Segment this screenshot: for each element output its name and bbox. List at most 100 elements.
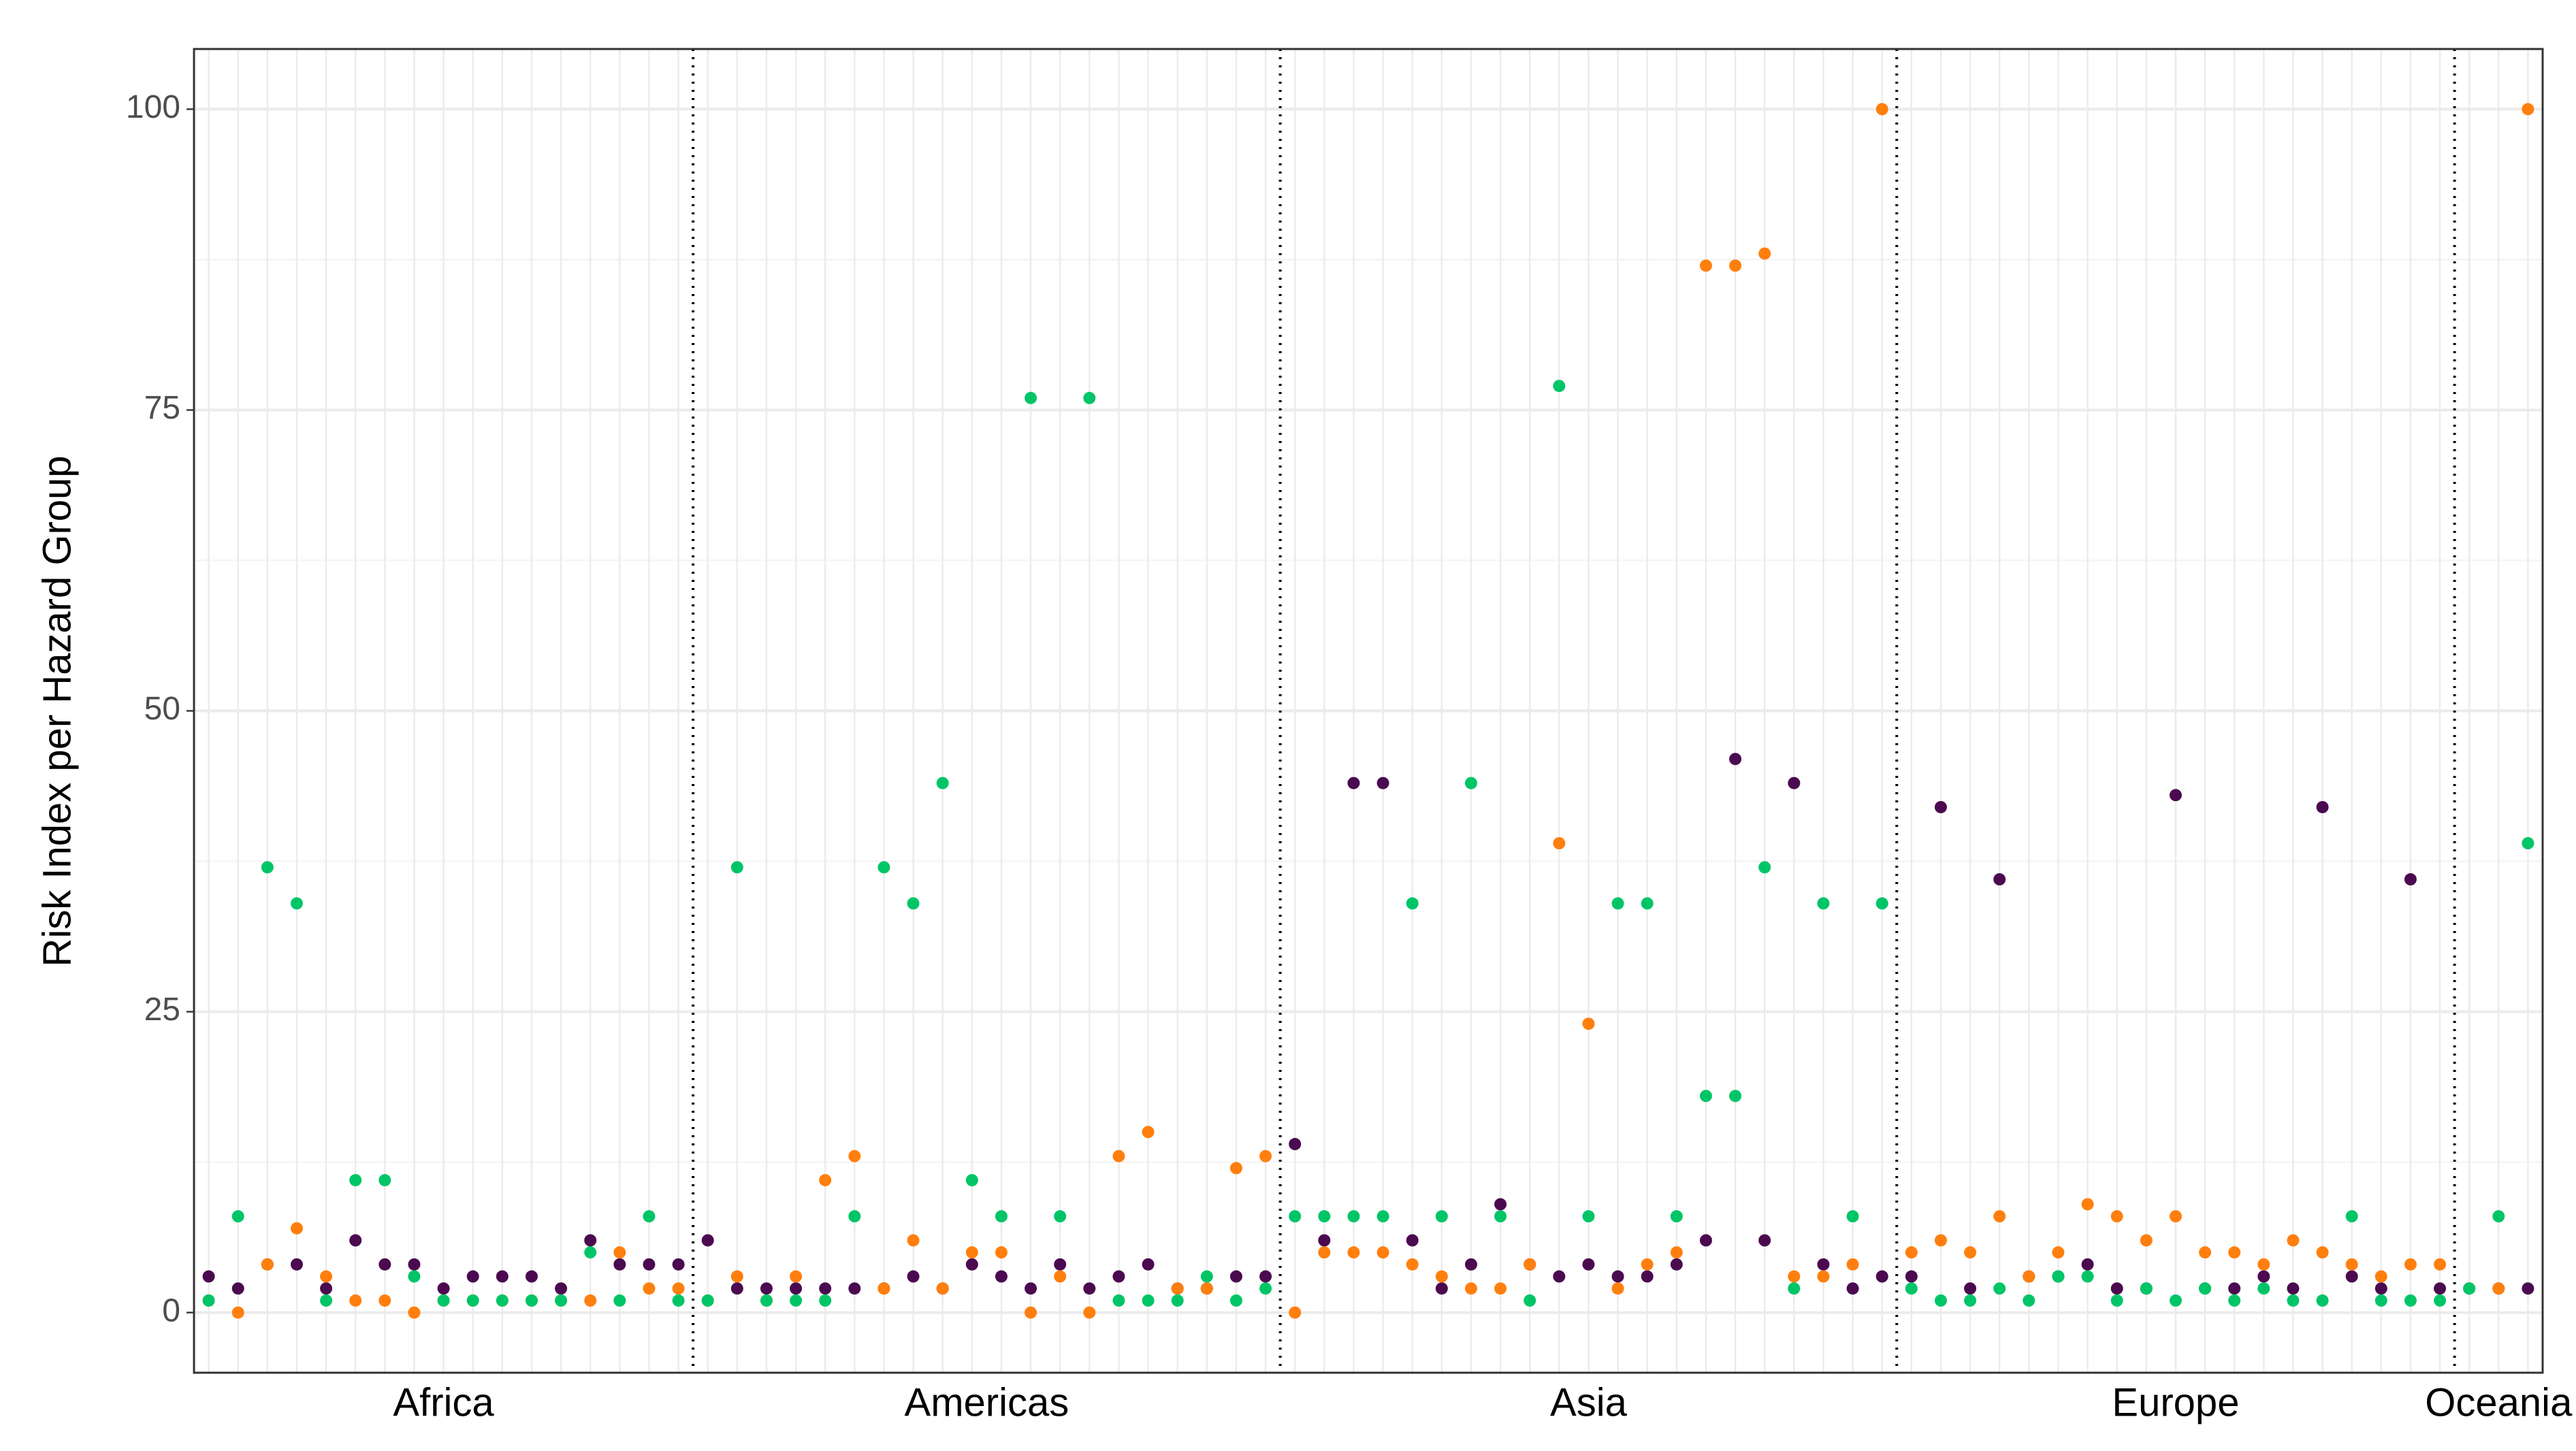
point — [2081, 1258, 2094, 1271]
point — [1318, 1246, 1331, 1259]
point — [379, 1258, 391, 1271]
point — [2287, 1282, 2300, 1295]
point — [1464, 1282, 1477, 1295]
point — [819, 1282, 832, 1295]
point — [349, 1174, 362, 1187]
point — [1553, 380, 1566, 393]
y-tick-label: 100 — [126, 89, 180, 125]
point — [1641, 897, 1654, 910]
point — [1289, 1306, 1302, 1319]
point — [878, 861, 890, 874]
point — [1582, 1017, 1595, 1030]
point — [2374, 1294, 2387, 1307]
point — [1229, 1294, 1242, 1307]
point — [1788, 777, 1801, 789]
point — [878, 1282, 890, 1295]
point — [2522, 837, 2534, 849]
point — [1670, 1246, 1683, 1259]
point — [2140, 1234, 2153, 1247]
point — [202, 1294, 215, 1307]
point — [1259, 1150, 1272, 1162]
point — [1025, 1282, 1037, 1295]
point — [965, 1258, 978, 1271]
point — [1875, 897, 1888, 910]
point — [2052, 1246, 2065, 1259]
point — [1435, 1282, 1448, 1295]
point — [320, 1294, 333, 1307]
point — [1758, 247, 1771, 260]
point — [936, 1282, 949, 1295]
point — [2081, 1198, 2094, 1211]
point — [1406, 1234, 1419, 1247]
point — [1347, 777, 1360, 789]
point — [1112, 1294, 1125, 1307]
point — [555, 1294, 568, 1307]
point — [1964, 1294, 1977, 1307]
point — [2374, 1282, 2387, 1295]
point — [379, 1294, 391, 1307]
point — [1611, 1282, 1624, 1295]
point — [907, 1234, 920, 1247]
point — [2404, 1258, 2417, 1271]
point — [261, 861, 274, 874]
point — [1464, 777, 1477, 789]
point — [2492, 1210, 2505, 1223]
point — [1553, 1270, 1566, 1283]
point — [2316, 1294, 2329, 1307]
point — [2404, 1294, 2417, 1307]
point — [2434, 1282, 2447, 1295]
point — [320, 1282, 333, 1295]
y-tick-label: 75 — [144, 390, 180, 426]
point — [2345, 1258, 2358, 1271]
point — [1435, 1210, 1448, 1223]
point — [672, 1294, 685, 1307]
point — [2522, 103, 2534, 116]
point — [1229, 1162, 1242, 1175]
point — [2228, 1282, 2241, 1295]
point — [290, 1258, 303, 1271]
point — [2492, 1282, 2505, 1295]
point — [1699, 1090, 1712, 1103]
point — [290, 897, 303, 910]
point — [1993, 1282, 2006, 1295]
point — [643, 1258, 656, 1271]
point — [790, 1294, 803, 1307]
point — [1553, 837, 1566, 849]
point — [1670, 1258, 1683, 1271]
point — [437, 1294, 450, 1307]
point — [496, 1270, 509, 1283]
point — [613, 1258, 626, 1271]
point — [1406, 1258, 1419, 1271]
point — [995, 1210, 1008, 1223]
point — [437, 1282, 450, 1295]
point — [1289, 1210, 1302, 1223]
point — [730, 861, 743, 874]
point — [2345, 1270, 2358, 1283]
point — [2434, 1294, 2447, 1307]
point — [496, 1294, 509, 1307]
point — [1200, 1282, 1213, 1295]
point — [1817, 1258, 1830, 1271]
point — [2052, 1270, 2065, 1283]
point — [2522, 1282, 2534, 1295]
point — [1582, 1258, 1595, 1271]
point — [290, 1222, 303, 1235]
point — [907, 897, 920, 910]
group-label: Europe — [2112, 1380, 2239, 1424]
point — [1611, 1270, 1624, 1283]
point — [408, 1270, 421, 1283]
point — [1670, 1210, 1683, 1223]
point — [1494, 1282, 1507, 1295]
point — [1934, 1294, 1947, 1307]
point — [2169, 789, 2182, 802]
point — [1054, 1210, 1067, 1223]
point — [1318, 1234, 1331, 1247]
point — [466, 1294, 479, 1307]
point — [408, 1258, 421, 1271]
point — [2228, 1246, 2241, 1259]
point — [202, 1270, 215, 1283]
point — [2316, 800, 2329, 813]
point — [672, 1282, 685, 1295]
point — [1200, 1270, 1213, 1283]
group-label: Africa — [393, 1380, 494, 1424]
